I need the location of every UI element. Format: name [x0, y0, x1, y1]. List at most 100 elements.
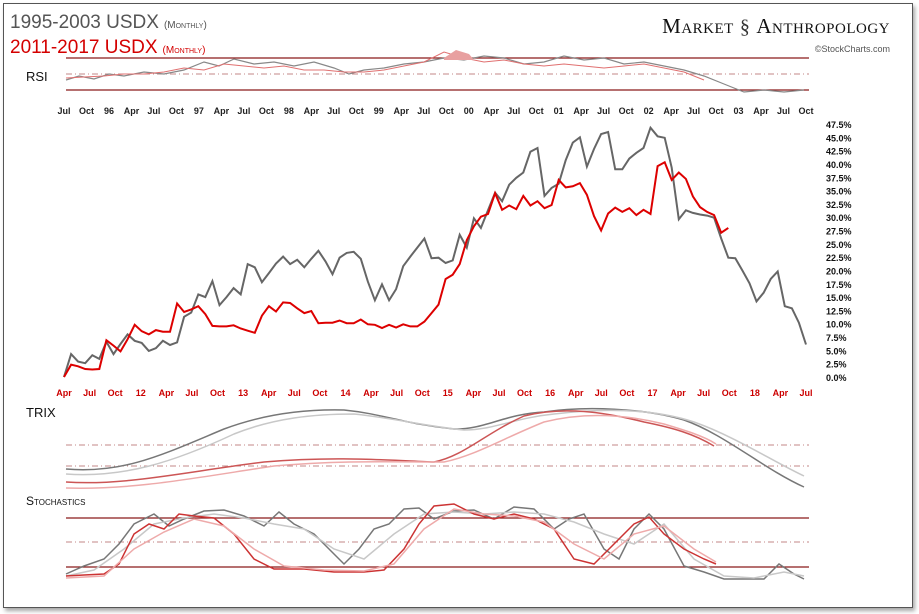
y-tick-label: 30.0% — [826, 213, 852, 223]
y-tick-label: 0.0% — [826, 373, 847, 383]
brand-logo: Market § Anthropology — [662, 14, 890, 39]
red-x-tick-label: 18 — [750, 388, 760, 398]
y-tick-label: 45.0% — [826, 133, 852, 143]
red-series-line — [63, 160, 729, 378]
rsi-red-line — [65, 51, 705, 81]
gray-x-tick-label: Oct — [709, 106, 724, 116]
red-x-tick-label: Apr — [670, 388, 686, 398]
y-tick-label: 22.5% — [826, 253, 852, 263]
gray-x-tick-label: 01 — [554, 106, 564, 116]
rsi-panel: RSI — [26, 50, 809, 93]
gray-x-tick-label: 03 — [734, 106, 744, 116]
red-x-tick-label: Apr — [466, 388, 482, 398]
gray-x-tick-label: Apr — [304, 106, 320, 116]
brand-left-text: Market — [662, 14, 734, 38]
brand-right-text: Anthropology — [756, 14, 890, 38]
price-panel: 47.5% 45.0% 42.5% 40.0% 37.5% 35.0% 32.5% 30.0%… — [63, 120, 852, 383]
y-tick-label: 35.0% — [826, 187, 852, 197]
gray-x-tick-label: 96 — [104, 106, 114, 116]
title-gray-text: 1995-2003 USDX — [10, 12, 159, 33]
y-tick-label: 17.5% — [826, 280, 852, 290]
trix-red-line — [65, 410, 715, 484]
red-x-tick-label: 15 — [443, 388, 453, 398]
gray-x-tick-label: Jul — [237, 106, 250, 116]
y-tick-label: 12.5% — [826, 306, 852, 316]
y-tick-label: 40.0% — [826, 160, 852, 170]
gray-x-tick-label: Apr — [124, 106, 140, 116]
red-x-tick-label: Apr — [261, 388, 277, 398]
y-axis: 47.5% 45.0% 42.5% 40.0% 37.5% 35.0% 32.5% 30.0%… — [826, 120, 852, 383]
stockcharts-credit: ©StockCharts.com — [814, 44, 890, 54]
red-x-tick-label: Jul — [697, 388, 710, 398]
red-x-tick-label: Apr — [159, 388, 175, 398]
chart-frame: 1995-2003 USDX (Monthly) 2011-2017 USDX (M… — [3, 3, 913, 608]
title-red-subtitle: (Monthly) — [162, 45, 206, 56]
gray-x-tick-label: Apr — [394, 106, 410, 116]
y-tick-label: 27.5% — [826, 227, 852, 237]
red-x-tick-label: Oct — [619, 388, 634, 398]
red-x-tick-label: Oct — [415, 388, 430, 398]
red-x-axis: Apr Jul Oct 12 Apr Jul Oct 13 Apr Jul Oct 14 Apr Jul O… — [56, 388, 812, 398]
gray-x-tick-label: Jul — [417, 106, 430, 116]
y-tick-label: 2.5% — [826, 360, 847, 370]
y-tick-label: 7.5% — [826, 333, 847, 343]
trix-gray-signal — [65, 409, 805, 477]
gray-series-line — [63, 125, 807, 378]
rsi-label: RSI — [26, 69, 48, 84]
gray-x-tick-label: Oct — [798, 106, 813, 116]
y-tick-label: 10.0% — [826, 320, 852, 330]
dna-helix-icon: § — [739, 16, 751, 38]
title-red-text: 2011-2017 USDX — [10, 37, 158, 58]
red-x-tick-label: Jul — [595, 388, 608, 398]
red-x-tick-label: Apr — [568, 388, 584, 398]
rsi-gray-line — [65, 55, 805, 93]
gray-x-tick-label: 99 — [374, 106, 384, 116]
gray-x-tick-label: 00 — [464, 106, 474, 116]
trix-red-signal — [65, 414, 717, 489]
gray-x-tick-label: 97 — [194, 106, 204, 116]
red-x-tick-label: Jul — [83, 388, 96, 398]
gray-x-tick-label: Oct — [259, 106, 274, 116]
title-red-period: 2011-2017 USDX (Monthly) — [10, 37, 205, 59]
red-x-tick-label: Oct — [210, 388, 225, 398]
title-gray-period: 1995-2003 USDX (Monthly) — [10, 12, 207, 34]
gray-x-tick-label: Oct — [439, 106, 454, 116]
stoch-gray-d — [65, 511, 805, 579]
red-x-tick-label: Apr — [363, 388, 379, 398]
gray-x-tick-label: Apr — [663, 106, 679, 116]
chart-svg: RSI Jul Oct 96 Apr Jul Oct 97 Apr Jul Oct 98 Apr Jul… — [26, 50, 852, 580]
stochastics-panel: Stochastics — [26, 494, 809, 580]
gray-x-tick-label: Apr — [214, 106, 230, 116]
gray-x-tick-label: Jul — [507, 106, 520, 116]
y-tick-label: 25.0% — [826, 240, 852, 250]
red-x-tick-label: Apr — [56, 388, 72, 398]
gray-x-tick-label: Jul — [57, 106, 70, 116]
red-x-tick-label: Jul — [492, 388, 505, 398]
red-x-tick-label: Jul — [799, 388, 812, 398]
stochastics-label: Stochastics — [26, 494, 85, 508]
gray-x-tick-label: Oct — [349, 106, 364, 116]
y-tick-label: 32.5% — [826, 200, 852, 210]
red-x-tick-label: Oct — [312, 388, 327, 398]
red-x-tick-label: Oct — [108, 388, 123, 398]
red-x-tick-label: Jul — [185, 388, 198, 398]
red-x-tick-label: 12 — [136, 388, 146, 398]
red-x-tick-label: 17 — [647, 388, 657, 398]
gray-x-tick-label: Jul — [777, 106, 790, 116]
gray-x-tick-label: Apr — [753, 106, 769, 116]
gray-x-tick-label: Jul — [327, 106, 340, 116]
gray-x-tick-label: Jul — [147, 106, 160, 116]
trix-label: TRIX — [26, 405, 56, 420]
trix-panel: TRIX — [26, 405, 809, 489]
gray-x-tick-label: Oct — [529, 106, 544, 116]
rsi-red-fill — [444, 50, 474, 60]
red-x-tick-label: 14 — [340, 388, 350, 398]
gray-x-tick-label: 02 — [644, 106, 654, 116]
stoch-red-d — [65, 508, 717, 579]
red-x-tick-label: Jul — [288, 388, 301, 398]
gray-x-tick-label: Jul — [687, 106, 700, 116]
red-x-tick-label: Oct — [517, 388, 532, 398]
gray-x-tick-label: Apr — [483, 106, 499, 116]
gray-x-tick-label: Oct — [79, 106, 94, 116]
red-x-tick-label: Jul — [390, 388, 403, 398]
